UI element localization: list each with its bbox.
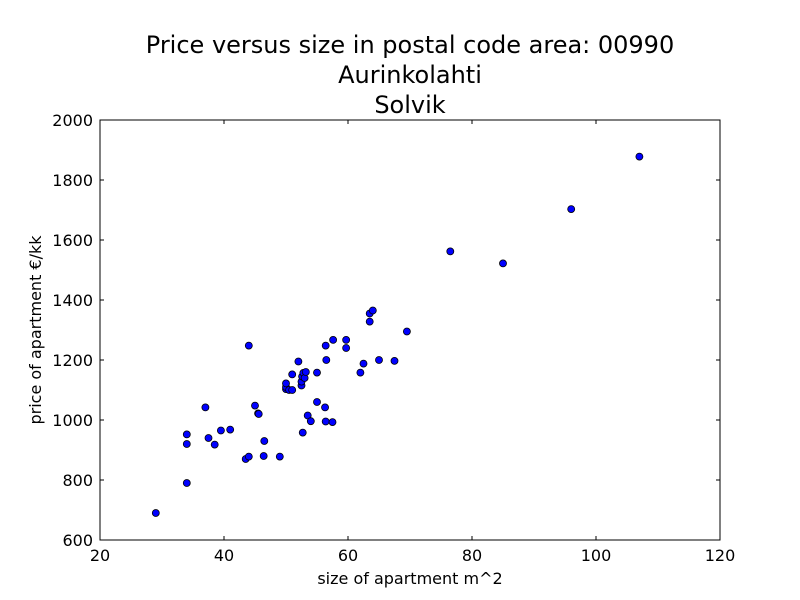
- x-tick-label: 40: [214, 546, 234, 565]
- data-point: [226, 425, 235, 434]
- data-point: [254, 410, 263, 418]
- data-point: [151, 509, 160, 517]
- data-point: [328, 418, 337, 427]
- data-point: [365, 317, 374, 326]
- data-point: [201, 403, 210, 412]
- data-point: [321, 403, 329, 412]
- data-point: [368, 306, 377, 315]
- data-point: [275, 452, 284, 461]
- y-tick-label: 800: [62, 471, 93, 490]
- chart-title-line-3: Solvik: [374, 91, 445, 119]
- data-point: [375, 356, 383, 364]
- data-point: [294, 357, 303, 366]
- data-point: [182, 430, 191, 439]
- data-point: [251, 401, 259, 410]
- data-point: [282, 379, 290, 388]
- y-tick-label: 2000: [52, 111, 93, 130]
- data-point: [182, 479, 191, 487]
- data-point: [342, 344, 351, 352]
- data-point: [313, 398, 321, 406]
- data-point: [499, 259, 507, 268]
- chart-title: Price versus size in postal code area: 0…: [146, 31, 674, 119]
- x-tick-label: 120: [705, 546, 736, 565]
- data-points: [151, 152, 644, 517]
- data-point: [567, 205, 576, 214]
- data-point: [259, 452, 268, 460]
- data-point: [446, 247, 455, 256]
- data-point: [288, 386, 297, 394]
- data-point: [635, 152, 644, 161]
- x-tick-label: 80: [462, 546, 482, 565]
- data-point: [210, 440, 219, 449]
- x-tick-label: 60: [338, 546, 358, 565]
- x-tick-label: 20: [90, 546, 110, 565]
- chart-title-line-1: Price versus size in postal code area: 0…: [146, 31, 674, 59]
- data-point: [306, 417, 315, 426]
- y-tick-label: 1600: [52, 231, 93, 250]
- axis-ticks: 20 40 60 80 100 120 600 800 1000 1200 1400 1600 1800…: [52, 111, 735, 565]
- data-point: [288, 370, 297, 379]
- y-tick-label: 1800: [52, 171, 93, 190]
- y-tick-label: 1200: [52, 351, 93, 370]
- data-point: [322, 356, 331, 364]
- data-point: [244, 341, 253, 350]
- data-point: [244, 452, 253, 461]
- data-point: [402, 327, 411, 336]
- data-point: [301, 368, 310, 376]
- data-point: [342, 335, 351, 344]
- data-point: [321, 341, 330, 350]
- data-point: [359, 359, 368, 368]
- x-axis-label: size of apartment m^2: [317, 569, 502, 588]
- data-point: [260, 437, 269, 445]
- data-point: [390, 356, 399, 365]
- chart-title-line-2: Aurinkolahti: [338, 61, 482, 89]
- data-point: [204, 434, 213, 442]
- y-axis-label: price of apartment €/kk: [26, 235, 45, 425]
- y-tick-label: 1400: [52, 291, 93, 310]
- data-point: [313, 368, 321, 377]
- plot-frame: [99, 119, 721, 541]
- data-point: [216, 426, 225, 435]
- data-point: [329, 335, 338, 344]
- data-point: [182, 440, 191, 448]
- x-tick-label: 100: [581, 546, 612, 565]
- data-point: [356, 368, 365, 377]
- y-tick-label: 1000: [52, 411, 93, 430]
- data-point: [298, 428, 307, 437]
- y-tick-label: 600: [62, 531, 93, 550]
- data-point: [321, 417, 330, 426]
